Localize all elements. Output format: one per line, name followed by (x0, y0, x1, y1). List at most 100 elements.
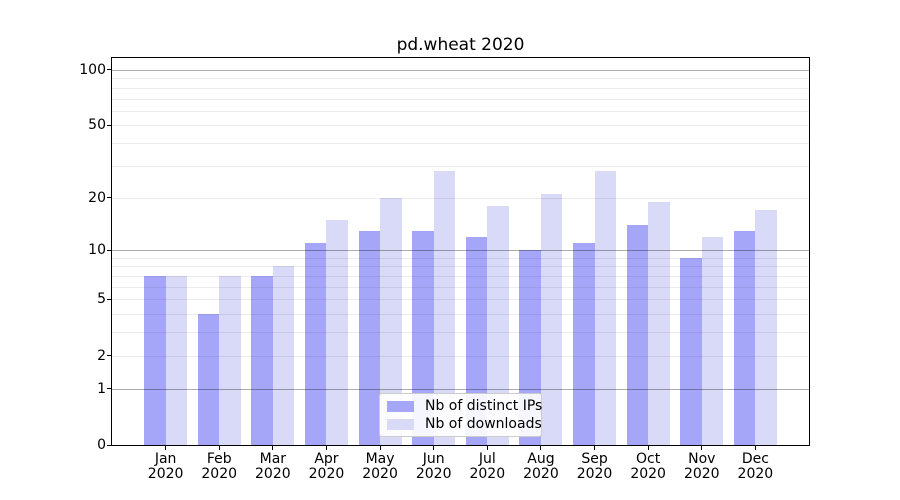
gridline-minor-50 (112, 125, 809, 127)
x-tick-label-apr: Apr 2020 (296, 452, 356, 482)
bar-nb-of-distinct-ips-jun (412, 230, 434, 445)
bar-nb-of-downloads-jan (165, 276, 188, 445)
gridline-minor-9 (112, 257, 809, 259)
gridline-major-10 (112, 250, 809, 252)
x-tick-label-line: 2020 (255, 466, 291, 482)
x-tick-label-line: 2020 (630, 466, 666, 482)
x-tick-label-line: 2020 (362, 466, 398, 482)
x-tick-label-feb: Feb 2020 (189, 452, 249, 482)
x-tick-mark-oct (647, 446, 649, 450)
x-tick-label-line: 2020 (415, 466, 452, 482)
y-tick-mark-10 (107, 249, 111, 251)
x-tick-label-line: 2020 (576, 466, 613, 482)
bar-nb-of-downloads-apr (326, 219, 348, 445)
legend: Nb of distinct IPs Nb of downloads (379, 393, 542, 437)
x-tick-mark-jul (486, 446, 488, 450)
x-tick-label-line: 2020 (523, 466, 559, 482)
x-tick-mark-jan (165, 446, 167, 450)
bar-nb-of-distinct-ips-apr (305, 243, 327, 445)
x-tick-label-line: Aug (527, 451, 555, 467)
legend-label-downloads: Nb of downloads (425, 416, 542, 432)
bar-nb-of-distinct-ips-jan (144, 276, 166, 445)
gridline-minor-90 (112, 78, 809, 80)
x-tick-mark-may (379, 446, 381, 450)
y-tick-mark-20 (107, 197, 111, 199)
bar-nb-of-downloads-dec (755, 210, 777, 445)
bar-nb-of-downloads-jul (487, 205, 509, 445)
x-tick-label-line: Oct (636, 451, 661, 467)
gridline-minor-80 (112, 87, 809, 89)
x-tick-mark-apr (325, 446, 327, 450)
bar-nb-of-downloads-may (380, 197, 402, 445)
gridline-minor-6 (112, 286, 809, 288)
x-tick-mark-aug (540, 446, 542, 450)
y-tick-mark-2 (107, 355, 111, 357)
legend-label-distinct-ips: Nb of distinct IPs (425, 398, 543, 414)
x-tick-label-line: Jul (478, 451, 496, 467)
x-tick-label-line: Dec (741, 451, 769, 467)
gridline-minor-30 (112, 165, 809, 167)
x-tick-label-jul: Jul 2020 (457, 452, 517, 482)
x-tick-mark-jun (433, 446, 435, 450)
bar-nb-of-distinct-ips-sep (573, 243, 595, 445)
bar-nb-of-downloads-oct (648, 201, 670, 445)
plot-area (111, 57, 810, 446)
x-tick-mark-feb (218, 446, 220, 450)
y-tick-mark-0 (107, 444, 111, 446)
y-tick-label-0: 0 (97, 437, 106, 453)
gridline-minor-40 (112, 143, 809, 145)
x-tick-label-line: 2020 (737, 466, 774, 482)
x-tick-label-line: 2020 (308, 466, 345, 482)
gridline-minor-7 (112, 276, 809, 277)
gridline-minor-20 (112, 197, 809, 199)
x-tick-label-line: Mar (259, 451, 287, 467)
gridline-minor-3 (112, 332, 809, 334)
x-tick-label-line: 2020 (683, 466, 720, 482)
grid-layer (112, 58, 809, 445)
y-tick-label-10: 10 (88, 242, 106, 259)
gridline-minor-8 (112, 266, 809, 268)
bar-nb-of-distinct-ips-dec (733, 230, 756, 445)
x-tick-mark-mar (272, 446, 274, 450)
x-tick-label-line: Jan (154, 451, 177, 467)
gridline-minor-70 (112, 98, 809, 100)
x-tick-label-line: Jun (422, 451, 445, 467)
bar-nb-of-downloads-feb (219, 276, 241, 445)
x-tick-label-sep: Sep 2020 (565, 452, 625, 482)
x-tick-label-may: May 2020 (350, 452, 410, 482)
gridline-minor-2 (112, 355, 809, 357)
y-tick-mark-100 (107, 69, 111, 71)
bar-nb-of-downloads-jun (433, 171, 456, 445)
y-tick-label-20: 20 (88, 189, 106, 206)
x-tick-label-dec: Dec 2020 (725, 452, 785, 482)
legend-item-downloads: Nb of downloads (387, 416, 542, 432)
x-tick-label-mar: Mar 2020 (243, 452, 303, 482)
y-tick-label-2: 2 (97, 347, 106, 364)
x-tick-label-line: Sep (581, 451, 608, 467)
x-tick-label-line: 2020 (469, 466, 506, 482)
chart-title: pd.wheat 2020 (396, 35, 525, 55)
y-tick-label-50: 50 (88, 117, 106, 134)
legend-swatch-distinct-ips (387, 400, 414, 412)
gridline-major-100 (112, 69, 809, 71)
x-tick-label-line: May (365, 451, 395, 467)
x-tick-label-oct: Oct 2020 (618, 452, 678, 482)
x-tick-label-nov: Nov 2020 (672, 452, 732, 482)
x-tick-label-line: Apr (314, 451, 339, 467)
bar-nb-of-downloads-sep (594, 171, 616, 445)
bar-nb-of-distinct-ips-may (358, 230, 381, 445)
bar-nb-of-downloads-mar (272, 266, 295, 445)
y-tick-mark-1 (107, 388, 111, 390)
y-tick-label-5: 5 (97, 291, 106, 308)
bar-nb-of-downloads-nov (701, 236, 724, 445)
legend-swatch-downloads (387, 418, 414, 430)
bar-nb-of-distinct-ips-oct (626, 224, 649, 445)
x-tick-label-line: Nov (688, 451, 716, 467)
legend-item-distinct-ips: Nb of distinct IPs (387, 398, 542, 414)
x-tick-label-line: Feb (206, 451, 232, 467)
gridline-major-1 (112, 388, 809, 390)
y-tick-label-1: 1 (97, 380, 106, 397)
x-tick-label-line: 2020 (147, 466, 184, 482)
x-tick-mark-sep (594, 446, 596, 450)
